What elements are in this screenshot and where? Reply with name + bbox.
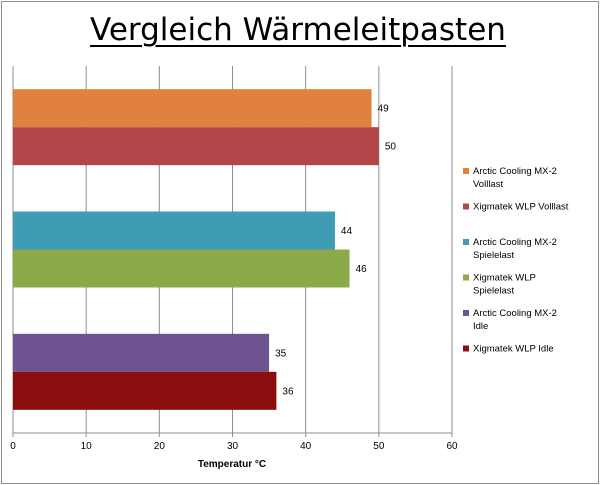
- x-tick-label-0: 0: [10, 441, 16, 452]
- x-tick-label-40: 40: [300, 441, 312, 452]
- data-labels: 49 50 44 46 35 36: [275, 104, 396, 398]
- x-tick-label-60: 60: [446, 441, 458, 452]
- x-tick-labels: 0 10 20 30 40 50 60: [10, 441, 458, 452]
- legend-label-0-0: Arctic Cooling MX-2: [473, 166, 557, 177]
- legend-label-1-0: Xigmatek WLP Volllast: [473, 202, 569, 213]
- legend-label-0-1: Volllast: [473, 179, 503, 190]
- data-label-4: 35: [275, 348, 287, 359]
- legend-swatch-4: [463, 310, 469, 316]
- bar-xigmatek-wlp-idle: [13, 371, 277, 410]
- bar-xigmatek-wlp-spielelast: [13, 249, 350, 288]
- data-label-3: 46: [356, 264, 368, 275]
- legend-label-3-0: Xigmatek WLP: [473, 273, 536, 284]
- legend-label-4-0: Arctic Cooling MX-2: [473, 308, 557, 319]
- x-tick-label-10: 10: [81, 441, 93, 452]
- legend-swatch-2: [463, 239, 469, 245]
- bars: [13, 89, 379, 410]
- legend-label-3-1: Spielelast: [473, 286, 515, 297]
- data-label-2: 44: [341, 226, 353, 237]
- bar-arctic-cooling-mx-2-spielelast: [13, 211, 335, 250]
- data-label-5: 36: [282, 386, 294, 397]
- x-axis-title: Temperatur °C: [198, 459, 266, 470]
- legend-label-2-1: Spielelast: [473, 250, 515, 261]
- legend: Arctic Cooling MX-2 Volllast Xigmatek WLP …: [463, 166, 569, 355]
- data-label-0: 49: [378, 104, 390, 115]
- bar-xigmatek-wlp-volllast: [13, 127, 379, 166]
- legend-label-4-1: Idle: [473, 321, 488, 332]
- legend-swatch-1: [463, 203, 469, 210]
- x-tick-label-30: 30: [227, 441, 239, 452]
- legend-label-5-0: Xigmatek WLP Idle: [473, 344, 554, 355]
- legend-label-2-0: Arctic Cooling MX-2: [473, 237, 557, 248]
- legend-swatch-0: [463, 168, 469, 174]
- legend-swatch-3: [463, 274, 469, 281]
- x-tick-label-20: 20: [154, 441, 166, 452]
- bar-arctic-cooling-mx-2-volllast: [13, 89, 372, 128]
- bar-arctic-cooling-mx-2-idle: [13, 333, 270, 372]
- x-tick-label-50: 50: [373, 441, 385, 452]
- data-label-1: 50: [385, 142, 397, 153]
- legend-swatch-5: [463, 345, 469, 352]
- chart-title: Vergleich Wärmeleitpasten: [90, 12, 506, 48]
